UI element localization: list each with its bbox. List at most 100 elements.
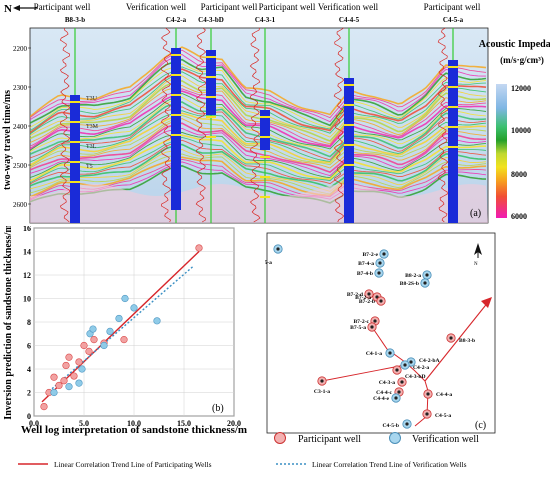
well-name-label: C4-4-5	[339, 16, 360, 24]
well-center-dot	[425, 273, 429, 277]
map-well-label: C4-3-a	[379, 380, 395, 386]
panel-a-y-ticks: 2200 2300 2400 2500 2600	[13, 45, 31, 209]
well-log-marker	[448, 66, 458, 68]
seismic-reflector	[30, 134, 486, 182]
map-wells: B6-5-a B7-2-e B7-4-a B7-4-b B8-2-a B8-2S-b B7-…	[265, 244, 475, 429]
well-log-marker	[70, 101, 80, 103]
well-log-marker	[206, 96, 216, 98]
horizon-labels: T3U T3M T3L T5	[86, 96, 99, 170]
panel-b-grid	[33, 227, 235, 417]
well-center-dot	[382, 252, 386, 256]
basement-band	[30, 184, 488, 223]
seismic-reflector	[30, 112, 487, 166]
x-tick-label: 20.0	[227, 419, 241, 428]
panel-a-y-tick: 2300	[13, 84, 28, 92]
track-arrowhead-icon	[481, 297, 492, 308]
well-log-marker	[171, 134, 181, 136]
seismic-reflector	[30, 85, 487, 145]
participant-point	[195, 244, 203, 252]
well-log-marker	[206, 56, 216, 58]
map-well-label: B7-2-c	[353, 319, 369, 325]
well-log-marker	[70, 181, 80, 183]
well-log-marker	[260, 176, 270, 178]
well-center-dot	[276, 247, 280, 251]
panel-c-label: (c)	[475, 420, 486, 431]
well-center-dot	[394, 396, 398, 400]
y-tick-label: 4	[27, 365, 31, 374]
verification-point	[115, 314, 123, 323]
well-center-dot	[409, 360, 413, 364]
seismic-reflector	[30, 149, 487, 192]
track-line-west	[321, 364, 406, 382]
well-center-dot	[395, 368, 399, 372]
horizon-label: T3L	[86, 144, 97, 150]
map-well-label: B7-2-e	[362, 252, 378, 258]
well-type-header: Verification well	[318, 2, 379, 12]
verification-point	[78, 365, 86, 373]
well-log-marker	[206, 116, 216, 118]
legend-verification-line-label: Linear Correlation Trend Line of Verific…	[312, 460, 467, 469]
y-tick-label: 6	[27, 342, 31, 351]
well-impedance-column	[206, 50, 216, 115]
gamma-ray-curve	[437, 28, 449, 223]
verification-legend-marker	[389, 432, 401, 444]
track-arrow-line	[424, 300, 490, 382]
participant-point	[90, 336, 98, 344]
participant-point	[62, 361, 70, 370]
well-center-dot	[388, 351, 392, 355]
seismic-reflector	[30, 143, 487, 189]
seismic-reflector	[30, 156, 487, 198]
seismic-reflector	[30, 90, 487, 150]
map-well-label: C4-3-bD	[405, 374, 426, 380]
gamma-ray-curve	[59, 28, 71, 223]
well-log-marker	[344, 144, 354, 146]
well-center-dot	[400, 380, 404, 384]
panel-b-x-ticks: 0.0 5.0 10.0 15.0 20.0	[29, 419, 241, 428]
well-impedance-column	[344, 78, 354, 223]
well-log-marker	[448, 106, 458, 108]
map-well-label: C4-4-e	[373, 396, 389, 402]
seismic-reflector	[30, 114, 487, 167]
map-well-label: C3-1-a	[314, 389, 330, 395]
panel-a-y-tick: 2200	[13, 45, 28, 53]
map-well-label: B8-3-b	[459, 338, 475, 344]
x-tick-label: 0.0	[29, 419, 39, 428]
gamma-ray-curve	[333, 28, 345, 223]
well-name-label: C4-3-1	[255, 16, 276, 24]
y-tick-label: 14	[23, 248, 31, 257]
seismic-reflector	[30, 63, 487, 129]
seismic-reflector	[30, 54, 486, 123]
well-log-marker	[344, 164, 354, 166]
well-log-marker	[260, 196, 270, 198]
well-center-dot	[373, 319, 377, 323]
map-well-label: C4-4-a	[436, 392, 452, 398]
panel-a-y-tick: 2400	[13, 123, 28, 131]
well-name-label: C4-3-bD	[198, 16, 224, 24]
seismic-reflector	[30, 93, 487, 151]
well-type-header: Participant well	[201, 2, 258, 12]
well-impedance-column	[171, 48, 181, 210]
verification-point	[100, 341, 108, 350]
horizon-label: T5	[86, 164, 93, 170]
well-type-header: Participant well	[34, 2, 91, 12]
gamma-ray-curve	[195, 28, 207, 223]
horizon-label: T3U	[86, 96, 98, 102]
svg-text:N: N	[4, 3, 12, 15]
well-name-labels: B8-3-b C4-2-a C4-3-bD C4-3-1 C4-4-5 C4-5-a	[65, 16, 464, 24]
participant-legend-marker	[274, 432, 286, 444]
well-log-marker	[260, 116, 270, 118]
verification-point	[65, 383, 73, 391]
map-north-arrow-icon: N	[474, 243, 482, 267]
x-tick-label: 10.0	[127, 419, 141, 428]
panel-b-points	[40, 244, 203, 411]
seismic-reflector	[30, 122, 487, 174]
panel-b-label: (b)	[212, 403, 224, 414]
colorbar-title: Acoustic Impedance	[479, 39, 550, 50]
well-impedance-column	[70, 95, 80, 223]
well-log-marker	[171, 54, 181, 56]
well-center-dot	[449, 336, 453, 340]
colorbar-unit: (m/s·g/cm³)	[500, 55, 544, 65]
well-center-dot	[423, 281, 427, 285]
well-log-marker	[70, 121, 80, 123]
well-log-marker	[206, 136, 216, 138]
